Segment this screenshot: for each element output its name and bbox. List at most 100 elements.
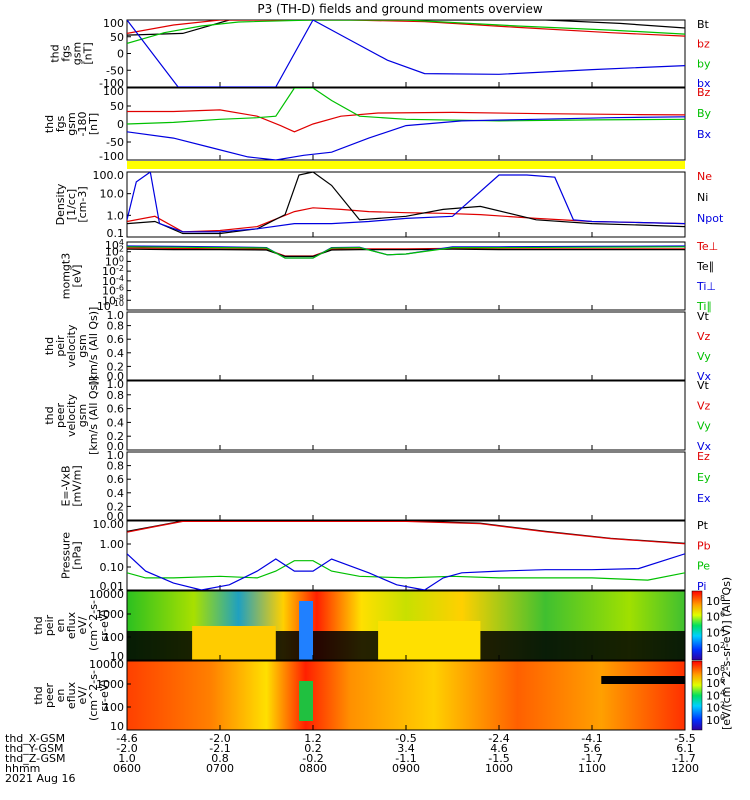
panel-efield: 1.00.80.60.40.20.0 E=-VxB[mV/m] Ez Ey Ex — [60, 449, 711, 523]
ytick-label-peir_velocity-1: 0.8 — [107, 320, 125, 333]
panel-frame-fgs_gse — [126, 87, 686, 161]
panel-pressure: 10.00 1.00 0.10 0.01 Pressure[nPa] Pt Pb Pe Pi — [60, 518, 711, 593]
ylabel-peir_eflux: thdpeirenefluxeV/(cm^2-s-sr-eV) — [32, 600, 111, 651]
ytick-label-peir_velocity-5: 0.0 — [107, 370, 125, 383]
legend-efield-2: Ex — [697, 492, 711, 505]
ylabel-fgs_gse: thdfgsgsm-180[nT] — [43, 112, 100, 137]
ytick-label-fgs_gse-0: 100 — [103, 85, 124, 98]
panel-peer_velocity: 1.00.80.60.40.20.0 thdpeervelocitygsm[km/… — [43, 376, 712, 455]
legend-peir_velocity-3: Vx — [697, 370, 712, 383]
xaxis-value-2-0: 1.2 — [304, 732, 322, 745]
series-density-Ne — [127, 207, 685, 233]
ytick-label-fgs_gsm-4: -100 — [99, 77, 124, 90]
xaxis-row-label-0: thd_X-GSM — [5, 732, 65, 745]
xaxis-value-5-2: -1.7 — [581, 752, 602, 765]
xaxis-value-0-1: -2.0 — [116, 742, 137, 755]
xaxis-value-1-2: 0.8 — [211, 752, 229, 765]
series-pressure-Pi — [127, 553, 685, 590]
xaxis-value-4-3: 1000 — [485, 762, 513, 775]
ytick-label-peer_velocity-5: 0.0 — [107, 440, 125, 453]
series-temperature-Ti∥ — [127, 246, 685, 259]
legend-fgs_gsm-2: by — [697, 57, 711, 70]
ylabel-pressure: Pressure[nPa] — [60, 532, 84, 579]
ytick-label-pressure-3: 0.01 — [100, 580, 125, 593]
series-fgs_gsm-by — [127, 20, 685, 44]
ytick-label-peir_eflux-0: 10000 — [89, 588, 124, 601]
ylabel-fgs_gsm: thdfgsgsm[nT] — [49, 42, 95, 65]
ytick-label-density-2: 1.0 — [107, 209, 125, 222]
series-pressure-Pe — [127, 560, 685, 581]
ytick-label-peir_velocity-0: 1.0 — [107, 309, 125, 322]
panel-peir_eflux: 10000 1000 100 10thdpeirenefluxeV/(cm^2-s-s… — [32, 588, 703, 663]
legend-pressure-3: Pi — [697, 580, 706, 593]
series-fgs_gse-Bx — [127, 116, 685, 160]
legend-pressure-1: Pb — [697, 539, 711, 552]
heatmap-feature-1 — [192, 626, 276, 660]
legend-peer_velocity-1: Vz — [697, 399, 711, 412]
ytick-label-fgs_gsm-3: -50 — [106, 64, 124, 77]
ytick-label-peer_eflux-1: 1000 — [96, 678, 124, 691]
ytick-label-peer_velocity-1: 0.8 — [107, 389, 125, 402]
xaxis-value-3-3: 0900 — [392, 762, 420, 775]
panel-frame-efield — [126, 451, 686, 521]
ytick-label-fgs_gse-4: -100 — [99, 150, 124, 163]
status-bar — [127, 161, 685, 169]
ytick-label-efield-3: 0.4 — [107, 487, 125, 500]
legend-peer_velocity-2: Vy — [697, 420, 711, 433]
ytick-label-density-3: 0.1 — [107, 227, 125, 240]
ytick-label-peir_velocity-4: 0.2 — [107, 360, 125, 373]
xaxis-value-6-0: -5.5 — [674, 732, 695, 745]
series-fgs_gse-By — [127, 88, 685, 125]
xaxis-value-0-3: 0600 — [113, 762, 141, 775]
xaxis-value-4-0: -2.4 — [488, 732, 509, 745]
legend-fgs_gse-1: By — [697, 107, 712, 120]
legend-peer_velocity-0: Vt — [697, 379, 710, 392]
ytick-label-density-0: 100.0 — [93, 169, 125, 182]
xaxis-value-6-3: 1200 — [671, 762, 699, 775]
legend-temperature-0: Te⊥ — [696, 240, 718, 253]
xaxis-value-5-1: 5.6 — [583, 742, 601, 755]
xaxis-value-0-2: 1.0 — [118, 752, 136, 765]
ytick-label-pressure-1: 1.00 — [100, 538, 125, 551]
ytick-label-peir_velocity-3: 0.4 — [107, 347, 125, 360]
ytick-label-pressure-0: 10.00 — [93, 518, 125, 531]
ytick-label-peer_eflux-0: 10000 — [89, 658, 124, 671]
ytick-label-peer_eflux-3: 10 — [110, 720, 124, 733]
legend-peer_velocity-3: Vx — [697, 440, 712, 453]
legend-pressure-2: Pe — [697, 560, 710, 573]
ytick-label-efield-0: 1.0 — [107, 449, 125, 462]
ylabel-temperature: momgt3[eV] — [60, 253, 84, 299]
xaxis-value-1-1: -2.1 — [209, 742, 230, 755]
series-pressure-Pb — [127, 521, 685, 545]
panel-frame-peir_velocity — [126, 311, 686, 381]
ytick-label-pressure-2: 0.10 — [100, 561, 125, 574]
series-fgs_gse-Bz — [127, 109, 685, 133]
ytick-label-peir_eflux-3: 10 — [110, 650, 124, 663]
legend-density-2: Npot — [697, 212, 724, 225]
ytick-label-peer_velocity-0: 1.0 — [107, 378, 125, 391]
legend-fgs_gsm-3: bx — [697, 77, 711, 90]
ytick-label-fgs_gsm-1: 50 — [110, 31, 124, 44]
panel-peir_velocity: 1.00.80.60.40.20.0 thdpeirvelocitygsm[km/… — [43, 307, 712, 386]
legend-density-1: Ni — [697, 191, 708, 204]
ytick-label-efield-4: 0.2 — [107, 500, 125, 513]
ytick-label-fgs_gse-2: 0 — [117, 118, 124, 131]
series-temperature-Te⊥ — [127, 247, 685, 257]
xaxis-value-4-2: -1.5 — [488, 752, 509, 765]
ytick-label-peir_velocity-2: 0.6 — [107, 333, 125, 346]
ylabel-peer_velocity: thdpeervelocitygsm[km/s (All Qs)] — [43, 376, 100, 455]
ytick-label-peer_velocity-2: 0.6 — [107, 403, 125, 416]
series-fgs_gsm-bz — [127, 20, 685, 37]
ylabel-efield: E=-VxB[mV/m] — [60, 465, 84, 506]
xaxis-value-1-3: 0700 — [206, 762, 234, 775]
xaxis-value-3-0: -0.5 — [395, 732, 416, 745]
xaxis-value-6-2: -1.7 — [674, 752, 695, 765]
xaxis-value-5-0: -4.1 — [581, 732, 602, 745]
xaxis-value-2-2: -0.2 — [302, 752, 323, 765]
ytick-label-fgs_gsm-0: 100 — [103, 17, 124, 30]
xaxis-row-label-4: 2021 Aug 16 — [5, 772, 75, 785]
heatmap-feature-2 — [601, 676, 685, 684]
legend-efield-1: Ey — [697, 471, 711, 484]
